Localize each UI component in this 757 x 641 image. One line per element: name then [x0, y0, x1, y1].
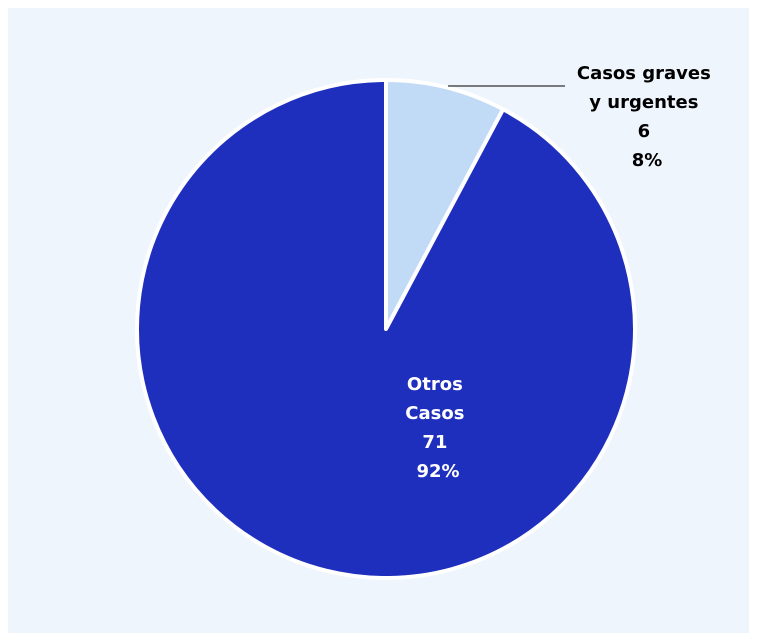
- slice-value-label: 71: [422, 432, 447, 453]
- slice-label-otros-casos: Otros Casos 71 92%: [405, 374, 470, 482]
- slice-label-line-1: Otros: [407, 374, 463, 395]
- pie-slices: [135, 78, 637, 580]
- slice-value-label: 6: [638, 121, 651, 142]
- pie-slice-0: [384, 78, 506, 331]
- slice-label-line-1: Casos graves: [577, 63, 711, 84]
- slice-percent-label: 92%: [416, 461, 459, 482]
- slice-label-line-2: Casos: [405, 403, 464, 424]
- slice-percent-label: 8%: [632, 150, 663, 171]
- slice-label-line-2: y urgentes: [589, 92, 698, 113]
- pie-slice-1: [135, 78, 637, 580]
- slice-label-casos-graves: Casos graves y urgentes 6 8%: [577, 63, 717, 171]
